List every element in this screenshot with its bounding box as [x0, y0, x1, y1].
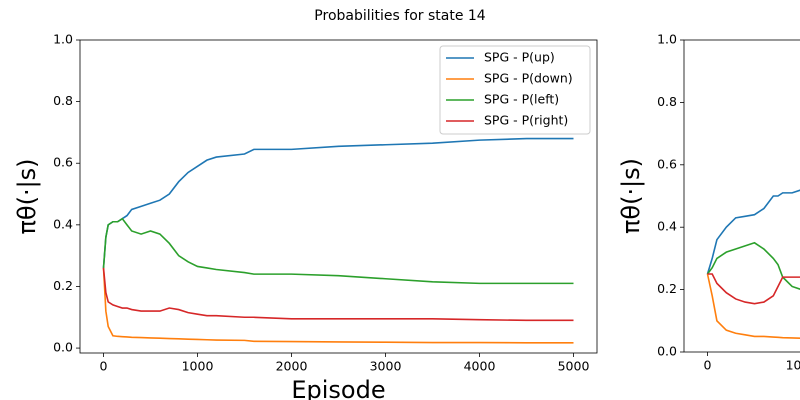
series-line [706, 189, 800, 275]
legend-label: SPG - P(right) [484, 113, 568, 128]
y-tick-label: 0.0 [53, 340, 73, 355]
series-line [102, 267, 574, 322]
x-tick-label: 4000 [464, 359, 496, 374]
series-line [707, 273, 800, 305]
y-tick-label: 0.6 [53, 155, 73, 170]
legend-label: SPG - P(down) [484, 71, 573, 86]
x-tick-label: 0 [704, 358, 712, 373]
plot-frame [79, 39, 598, 354]
x-tick-label: 5000 [558, 359, 590, 374]
legend-box [439, 45, 591, 135]
y-tick-label: 0.0 [657, 344, 677, 359]
y-tick-label: 0.2 [657, 281, 677, 296]
y-tick-label: 0.8 [53, 93, 73, 108]
y-tick-label: 1.0 [53, 32, 73, 47]
x-axis-label: Episode [291, 376, 385, 400]
x-tick-label: 0 [100, 359, 108, 374]
y-tick-label: 0.2 [53, 278, 73, 293]
y-tick-label: 0.4 [657, 219, 677, 234]
y-tick-label: 1.0 [657, 32, 677, 47]
series-line [706, 241, 800, 290]
series-line [102, 267, 574, 344]
figure-title: Probabilities for state 14 [314, 8, 485, 24]
x-tick-label: 2000 [276, 359, 308, 374]
legend-label: SPG - P(up) [484, 50, 555, 65]
series-line [102, 217, 574, 285]
legend-label: SPG - P(left) [484, 92, 559, 107]
y-axis-label: πθ(·|s) [617, 158, 645, 234]
plot-frame [683, 39, 800, 353]
series-line [706, 273, 800, 340]
x-tick-label: 1000 [182, 359, 214, 374]
y-tick-label: 0.6 [657, 156, 677, 171]
y-axis-label: πθ(·|s) [13, 158, 41, 234]
y-tick-label: 0.4 [53, 216, 73, 231]
y-tick-label: 0.8 [657, 94, 677, 109]
x-tick-label: 3000 [370, 359, 402, 374]
x-tick-label: 1000 [786, 358, 800, 373]
